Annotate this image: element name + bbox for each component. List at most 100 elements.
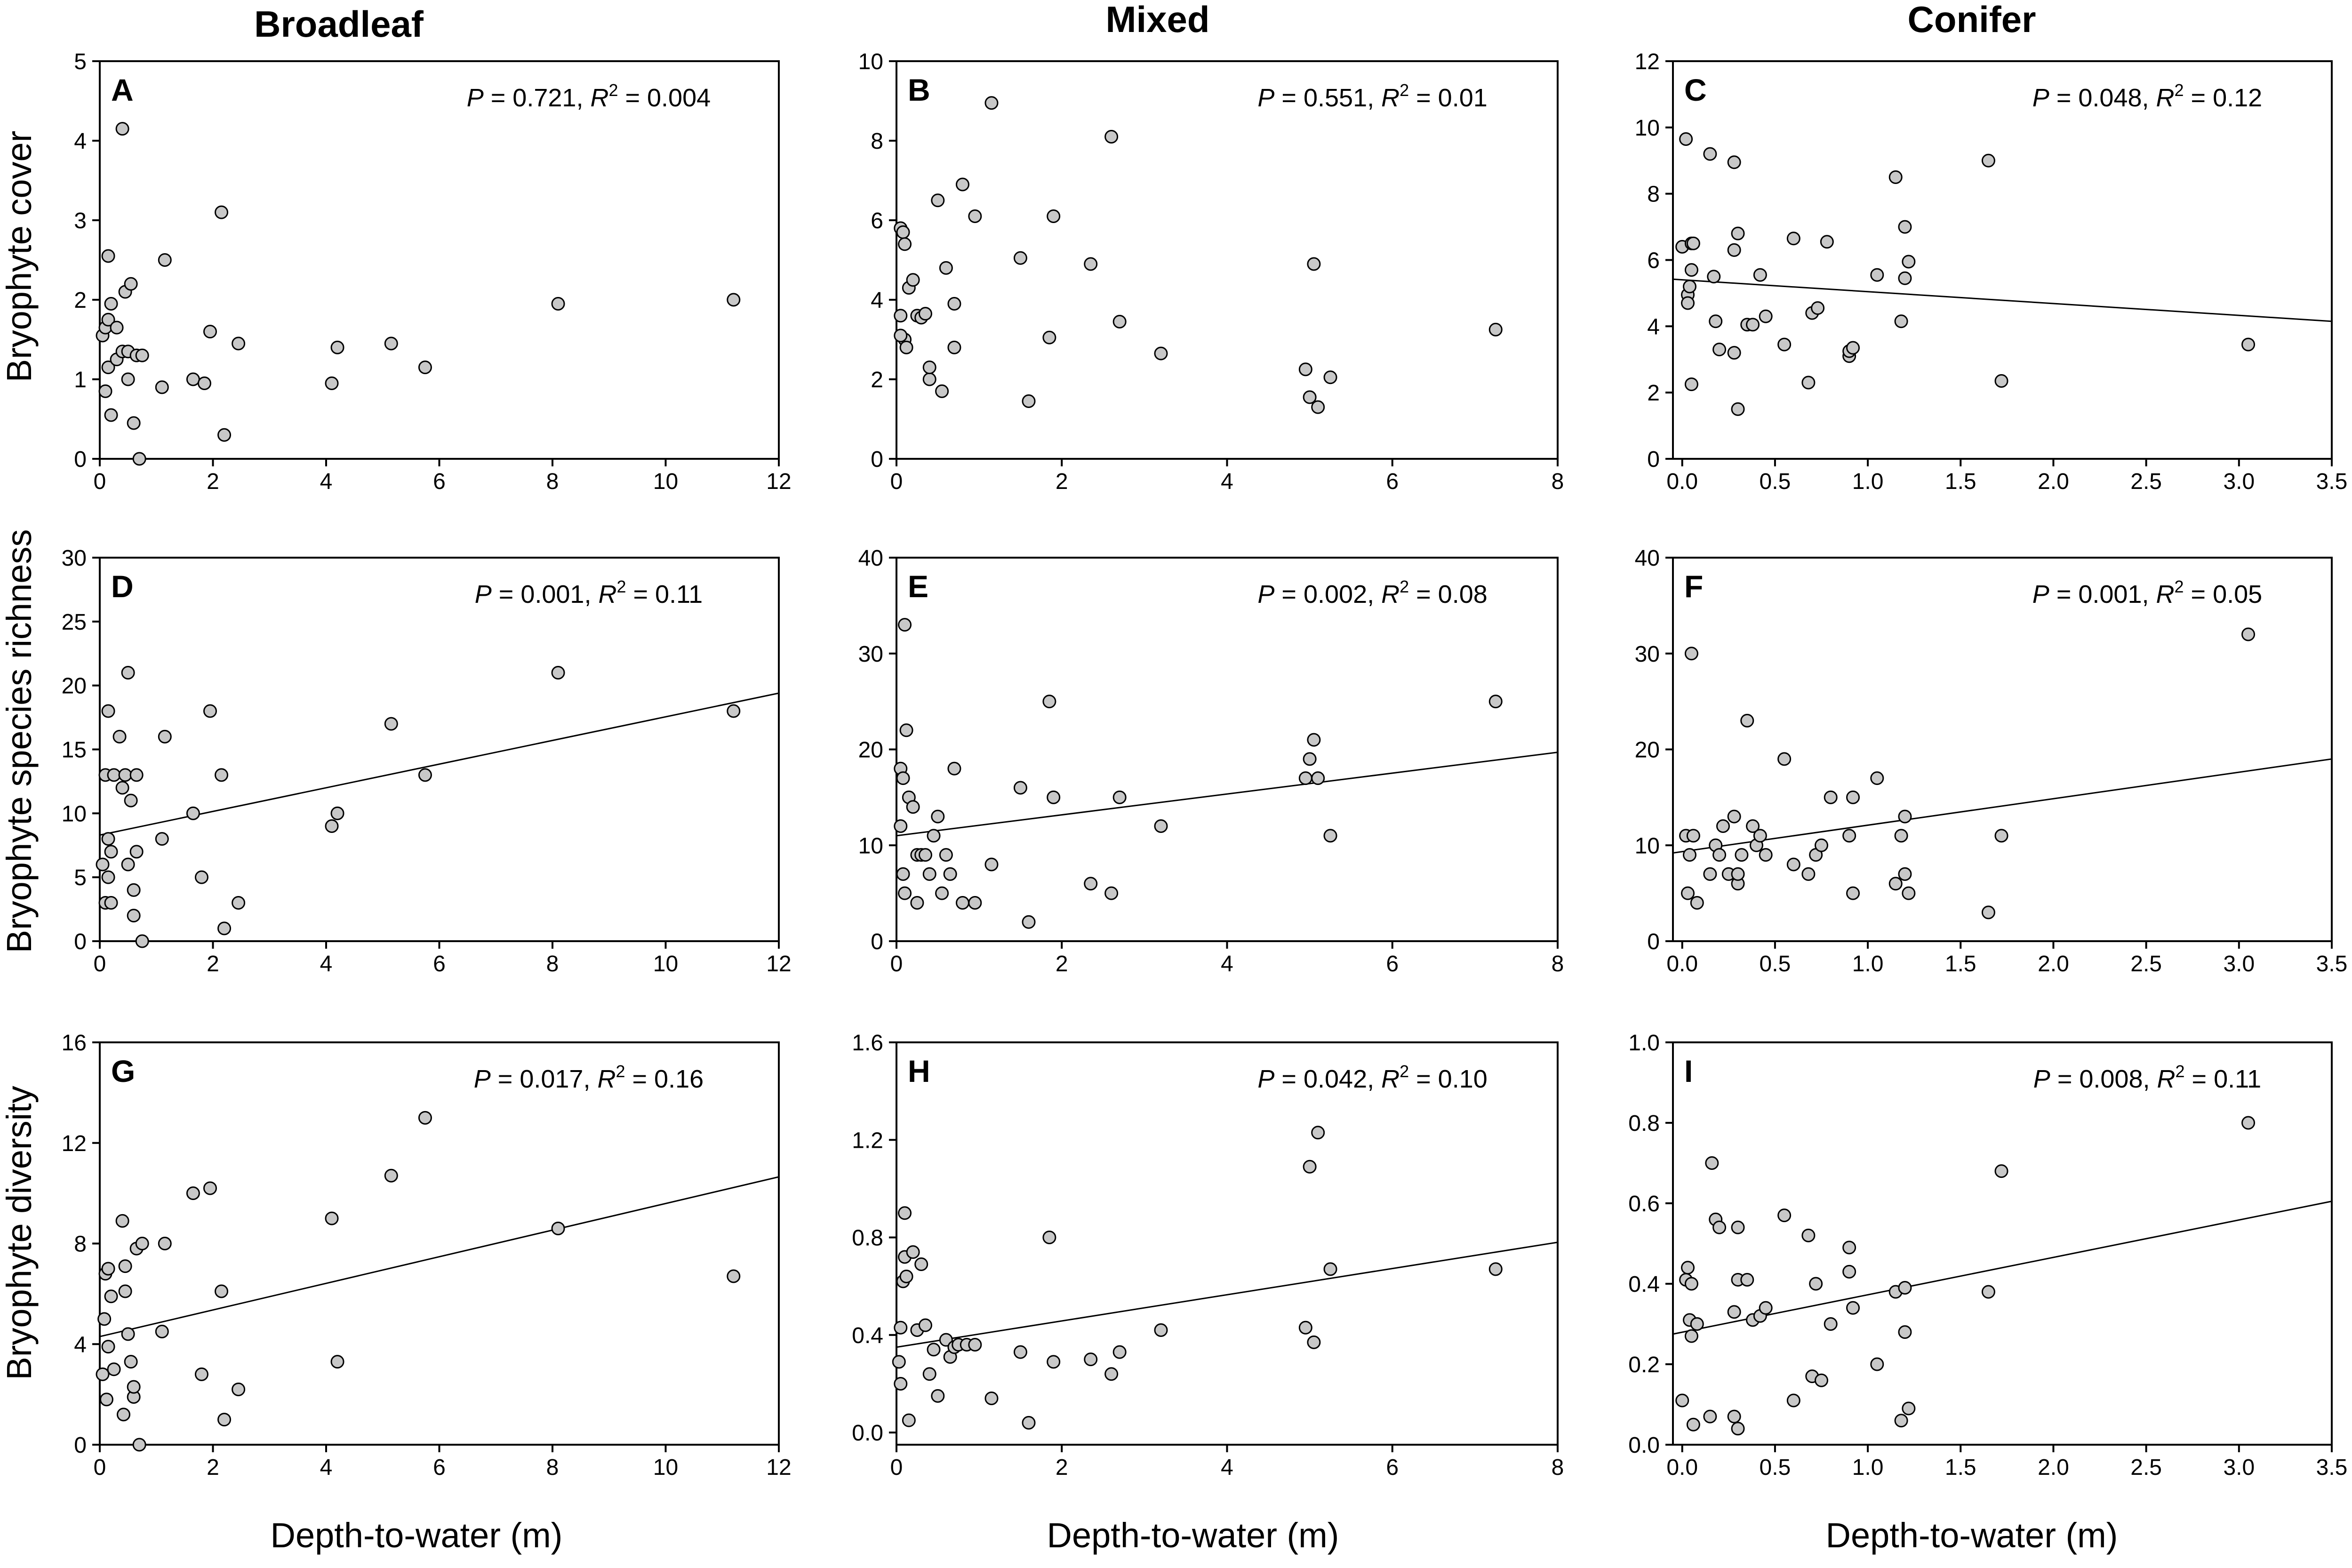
data-point	[330, 806, 344, 820]
data-point	[418, 768, 432, 782]
data-point	[129, 768, 144, 782]
plot-frame	[99, 60, 780, 460]
x-tick-label: 4	[320, 1455, 333, 1480]
x-tick-label: 0.5	[1760, 1455, 1791, 1480]
data-point	[894, 1320, 908, 1335]
data-point	[727, 704, 741, 718]
stats-annotation: P = 0.551, R2 = 0.01	[1257, 80, 1487, 112]
x-tick-label: 6	[433, 469, 446, 494]
data-point	[1842, 1240, 1856, 1255]
data-point	[1824, 790, 1838, 804]
data-point	[1703, 147, 1717, 161]
data-point	[1814, 1373, 1828, 1387]
data-point	[1705, 1156, 1719, 1170]
data-point	[1759, 848, 1773, 862]
data-point	[947, 761, 961, 776]
panel-e: 0 2 4 6 8 0 10 20 30 40 E P = 0.002, R2 = 0.08	[858, 546, 1564, 976]
y-tick-label: 20	[1635, 738, 1660, 763]
data-point	[1846, 886, 1860, 900]
data-point	[110, 320, 124, 335]
data-point	[158, 1237, 172, 1250]
plot-frame	[1672, 1041, 2333, 1446]
x-tick-label: 1.5	[1945, 952, 1976, 976]
x-tick-label: 8	[1552, 952, 1564, 976]
data-point	[1898, 809, 1912, 824]
y-tick-label: 0	[871, 929, 883, 954]
regression-line	[896, 752, 1558, 837]
data-point	[96, 1367, 110, 1381]
plot-frame	[1672, 557, 2333, 942]
y-tick-label: 25	[62, 610, 87, 635]
stats-annotation: P = 0.721, R2 = 0.004	[467, 80, 711, 112]
data-point	[1112, 790, 1127, 804]
data-point	[1112, 1345, 1127, 1359]
data-point	[906, 800, 920, 814]
data-point	[115, 1214, 129, 1228]
data-point	[418, 360, 432, 375]
data-point	[217, 428, 232, 442]
data-point	[325, 376, 339, 390]
data-point	[892, 1355, 906, 1369]
data-point	[1488, 695, 1503, 709]
data-point	[968, 1338, 982, 1352]
data-point	[956, 177, 969, 192]
x-tick-label: 2	[207, 1455, 219, 1480]
data-point	[939, 261, 953, 275]
data-point	[135, 934, 149, 948]
y-tick-label: 40	[1635, 546, 1660, 571]
x-tick-label: 0	[94, 952, 106, 976]
data-point	[1801, 1228, 1816, 1242]
data-point	[98, 384, 112, 398]
data-point	[1981, 1285, 1995, 1299]
data-point	[1042, 330, 1056, 344]
data-point	[101, 704, 115, 718]
data-point	[107, 1362, 121, 1376]
data-point	[1842, 1264, 1856, 1279]
data-point	[1707, 270, 1721, 284]
data-point	[194, 1367, 208, 1381]
data-point	[1777, 337, 1792, 352]
data-point	[939, 848, 953, 862]
data-point	[1727, 243, 1741, 257]
x-tick-label: 3.0	[2223, 1455, 2255, 1480]
y-tick-label: 0	[1647, 447, 1660, 472]
data-point	[155, 832, 169, 846]
x-tick-label: 1.0	[1852, 1455, 1884, 1480]
x-tick-label: 0.5	[1760, 469, 1791, 494]
data-point	[1307, 257, 1321, 271]
data-point	[215, 768, 229, 782]
data-point	[1870, 268, 1884, 282]
x-tick-label: 2.0	[2038, 1455, 2069, 1480]
data-point	[1786, 857, 1800, 872]
data-point	[1022, 915, 1036, 929]
panel-d: 0 2 4 6 8 10 12 0 5 10 15 20 25 30 D P = 0.001, R2 = 0.…	[62, 546, 792, 976]
y-tick-label: 0.8	[1628, 1111, 1660, 1136]
x-tick-label: 2.0	[2038, 952, 2069, 976]
y-tick-label: 6	[1647, 248, 1660, 273]
stats-annotation: P = 0.001, R2 = 0.11	[475, 577, 703, 608]
data-point	[1323, 829, 1337, 843]
data-point	[132, 452, 146, 466]
data-point	[931, 1389, 945, 1403]
data-point	[1902, 255, 1916, 269]
data-point	[1681, 1261, 1695, 1275]
data-point	[935, 886, 949, 900]
y-tick-label: 12	[62, 1131, 87, 1156]
data-point	[1801, 867, 1816, 881]
data-point	[1994, 374, 2008, 388]
data-point	[1712, 848, 1727, 862]
data-point	[1753, 829, 1767, 843]
data-point	[2241, 1116, 2256, 1130]
y-tick-label: 6	[871, 208, 883, 233]
data-point	[1022, 394, 1036, 408]
data-point	[918, 307, 932, 321]
stats-annotation: P = 0.048, R2 = 0.12	[2032, 80, 2262, 112]
data-point	[931, 809, 945, 824]
data-point	[1703, 867, 1717, 881]
data-point	[1684, 377, 1698, 392]
data-point	[384, 336, 398, 351]
data-point	[1013, 781, 1027, 795]
data-point	[232, 336, 246, 351]
